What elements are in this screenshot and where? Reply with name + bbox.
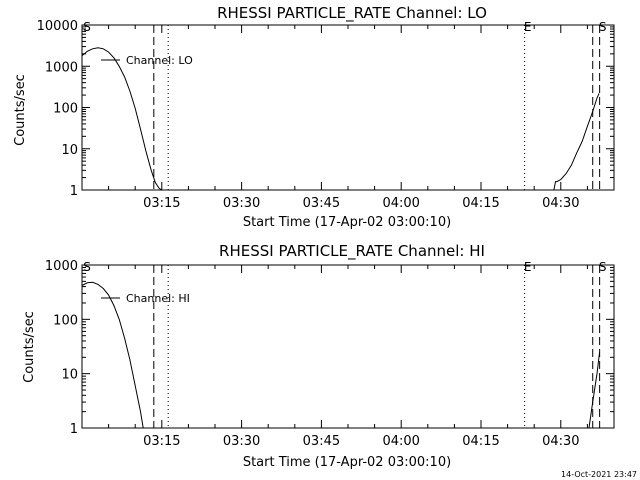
x-tick-label-hi: 03:45 [303, 434, 340, 449]
x-tick-label-hi: 04:15 [462, 434, 499, 449]
x-axis-label-lo: Start Time (17-Apr-02 03:00:10) [243, 215, 451, 230]
x-axis-label-hi: Start Time (17-Apr-02 03:00:10) [243, 455, 451, 470]
y-tick-label-hi: 100 [53, 313, 78, 328]
x-tick-label-lo: 03:30 [223, 196, 260, 211]
y-tick-label-lo: 100 [53, 102, 78, 117]
legend-label-hi: Channel: HI [126, 292, 190, 305]
y-tick-label-lo: 1000 [45, 60, 78, 75]
plot-area-hi: 1 10 100 1000 03:15 03:30 03:45 04:00 04:15 04:30… [45, 259, 615, 449]
x-tick-label-hi: 03:15 [143, 434, 180, 449]
y-tick-label-hi: 1000 [45, 259, 78, 274]
y-tick-label-lo: 10 [61, 143, 78, 158]
marker-label-hi: S [83, 260, 91, 274]
x-tick-label-lo: 04:15 [462, 196, 499, 211]
x-tick-label-lo: 04:00 [382, 196, 419, 211]
marker-label-hi: S [599, 260, 607, 274]
series-line-hi [81, 281, 144, 429]
x-tick-label-lo: 04:30 [542, 196, 579, 211]
marker-label-hi: E [524, 260, 532, 274]
series-line-lo [553, 93, 600, 191]
plot-area-lo: 1 10 100 1000 10000 03:15 03:30 03:45 04:00 04:15… [37, 19, 615, 211]
x-tick-label-hi: 03:30 [223, 434, 260, 449]
series-line-hi [588, 351, 601, 429]
chart-panel-hi: RHESSI PARTICLE_RATE Channel: HI Counts/… [22, 242, 615, 470]
x-tick-label-lo: 03:15 [143, 196, 180, 211]
chart-title-lo: RHESSI PARTICLE_RATE Channel: LO [217, 4, 487, 23]
x-tick-label-lo: 03:45 [303, 196, 340, 211]
y-tick-label-hi: 1 [70, 422, 78, 437]
plot-frame-hi [81, 264, 615, 429]
chart-panel-lo: RHESSI PARTICLE_RATE Channel: LO Counts/… [13, 4, 615, 230]
chart-title-hi: RHESSI PARTICLE_RATE Channel: HI [219, 242, 485, 261]
y-tick-label-hi: 10 [61, 368, 78, 383]
y-axis-label-lo: Counts/sec [13, 74, 28, 146]
marker-label-lo: S [83, 20, 91, 34]
x-tick-label-hi: 04:30 [542, 434, 579, 449]
y-tick-label-lo: 10000 [37, 19, 78, 34]
footer-timestamp: 14-Oct-2021 23:47 [561, 470, 637, 479]
y-axis-label-hi: Counts/sec [22, 311, 37, 383]
series-line-lo [81, 47, 163, 191]
marker-label-lo: S [599, 20, 607, 34]
legend-label-lo: Channel: LO [126, 54, 193, 67]
x-tick-label-hi: 04:00 [382, 434, 419, 449]
marker-label-lo: E [524, 20, 532, 34]
y-tick-label-lo: 1 [70, 184, 78, 199]
plot-frame-lo [81, 24, 615, 191]
